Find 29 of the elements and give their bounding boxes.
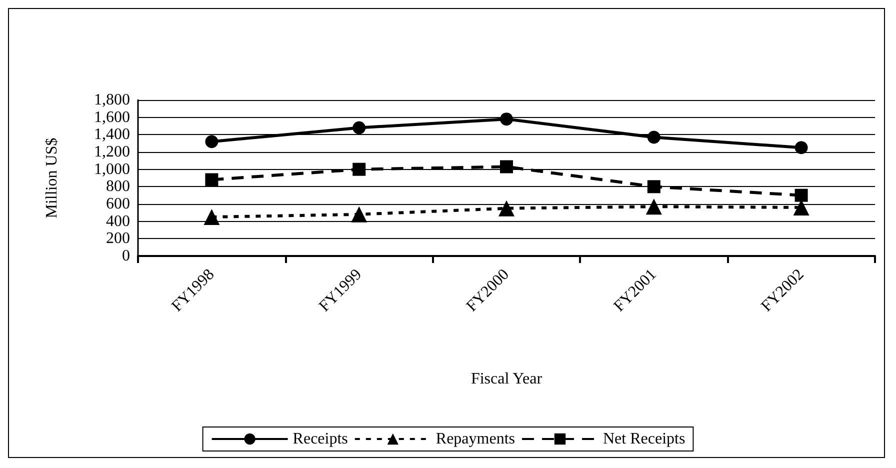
point [204, 209, 220, 225]
point [498, 200, 514, 216]
y-tick-label: 1,000 [94, 160, 130, 178]
point [646, 198, 662, 215]
y-tick-label: 600 [106, 196, 130, 212]
y-axis-title: Million US$ [44, 138, 60, 218]
point [352, 162, 366, 176]
y-tick-label: 1,800 [94, 92, 130, 108]
legend-label: Net Receipts [602, 430, 686, 448]
legend-label: Repayments [436, 430, 515, 448]
y-tick-label: 0 [122, 248, 130, 264]
point [794, 141, 808, 154]
point [500, 160, 513, 174]
point [352, 121, 366, 134]
y-tick-label: 1,200 [94, 144, 130, 160]
point [794, 188, 808, 202]
y-tick-label: 1,400 [94, 126, 130, 144]
point [647, 130, 660, 144]
legend-label: Receipts [292, 430, 348, 448]
x-axis-title: Fiscal Year [470, 370, 543, 388]
y-tick-label: 1,600 [94, 108, 130, 126]
point [500, 112, 513, 126]
y-tick-label: 200 [106, 230, 130, 248]
point [205, 173, 218, 186]
point [205, 135, 218, 148]
point [647, 180, 660, 194]
y-tick-label: 400 [106, 212, 130, 230]
point [351, 206, 368, 222]
y-tick-label: 800 [106, 178, 130, 196]
